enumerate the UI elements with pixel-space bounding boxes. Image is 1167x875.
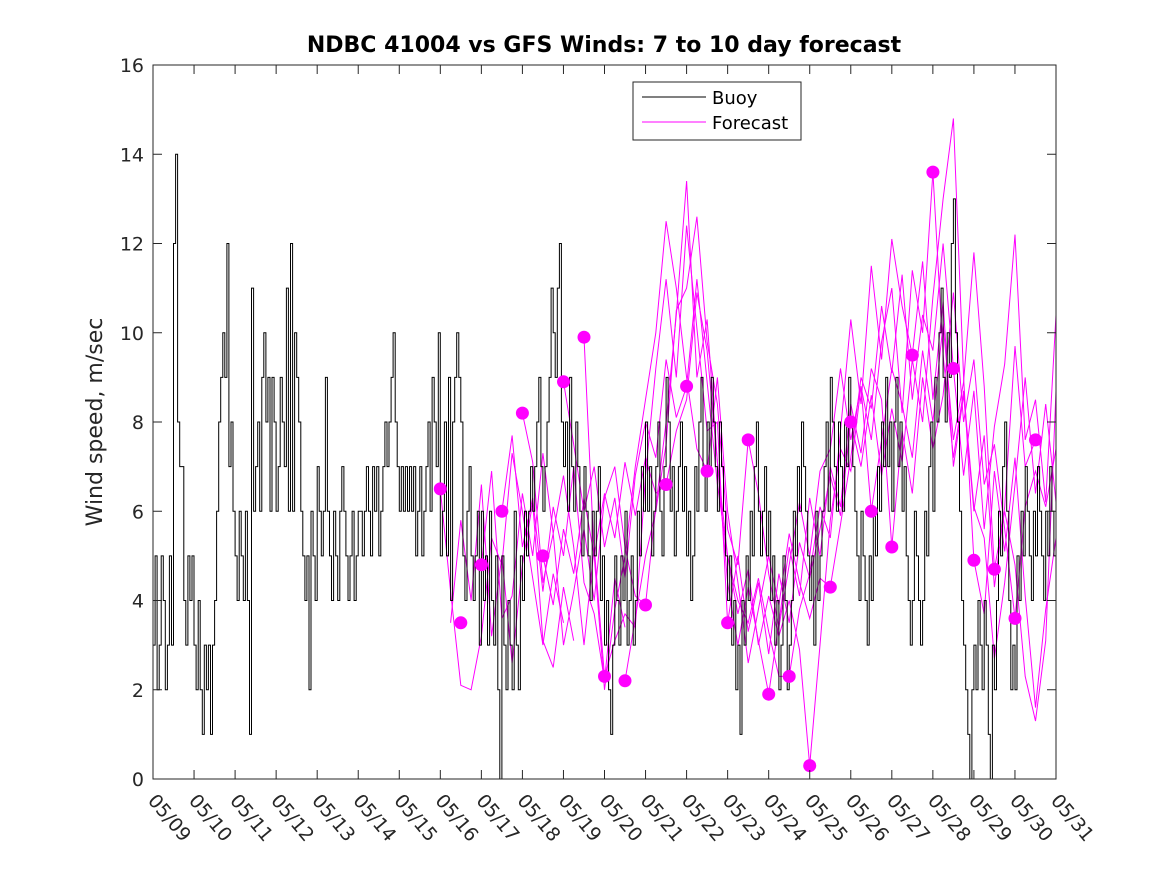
forecast-marker [803, 759, 817, 773]
legend-buoy-label: Buoy [712, 88, 758, 109]
forecast-marker [577, 330, 591, 344]
forecast-line [952, 234, 1057, 530]
series-layer [153, 118, 1057, 780]
chart-title: NDBC 41004 vs GFS Winds: 7 to 10 day for… [307, 33, 902, 58]
forecast-line [973, 457, 1057, 708]
forecast-line [809, 172, 934, 766]
forecast-marker [1029, 433, 1042, 447]
forecast-line [583, 221, 708, 690]
forecast-marker [618, 674, 632, 688]
forecast-line [993, 390, 1057, 722]
forecast-marker [495, 504, 509, 518]
forecast-line [891, 292, 1016, 619]
forecast-marker [823, 580, 837, 594]
y-tick-label: 8 [132, 412, 144, 434]
forecast-marker [700, 464, 714, 478]
forecast-marker [598, 669, 611, 683]
forecast-line [624, 216, 749, 681]
y-tick-label: 12 [120, 234, 144, 256]
forecast-marker [926, 165, 940, 179]
forecast-marker [967, 553, 981, 567]
forecast-marker [1008, 611, 1022, 625]
forecast-marker [782, 669, 796, 683]
y-tick-label: 6 [132, 501, 144, 523]
forecast-marker [844, 415, 858, 429]
forecast-marker [885, 540, 899, 554]
legend-box [632, 81, 802, 141]
forecast-marker [639, 598, 652, 612]
forecast-marker [474, 558, 488, 572]
y-tick-label: 4 [132, 591, 144, 613]
forecast-marker [536, 549, 550, 563]
forecast-marker [741, 433, 755, 447]
forecast-marker [680, 379, 694, 393]
forecast-marker [557, 375, 570, 389]
y-axis-label: Wind speed, m/sec [83, 318, 108, 527]
y-tick-label: 0 [132, 769, 144, 791]
y-tick-label: 10 [120, 323, 144, 345]
forecast-marker [721, 616, 735, 630]
forecast-marker [454, 616, 468, 630]
forecast-marker [905, 348, 919, 362]
y-tick-label: 2 [132, 680, 144, 702]
forecast-marker [762, 687, 776, 701]
y-tick-label: 14 [120, 144, 144, 166]
forecast-line [1014, 448, 1057, 619]
forecast-marker [864, 504, 878, 518]
forecast-marker [659, 478, 673, 491]
forecast-line [911, 261, 1036, 588]
forecast-marker [433, 482, 447, 496]
buoy-line [153, 153, 1057, 780]
forecast-marker [515, 406, 529, 420]
forecast-line [829, 243, 954, 588]
legend: Buoy Forecast [632, 81, 802, 141]
legend-forecast-label: Forecast [712, 113, 788, 134]
y-tick-label: 16 [120, 55, 144, 77]
forecast-marker [946, 362, 960, 375]
forecast-marker [987, 562, 1001, 576]
